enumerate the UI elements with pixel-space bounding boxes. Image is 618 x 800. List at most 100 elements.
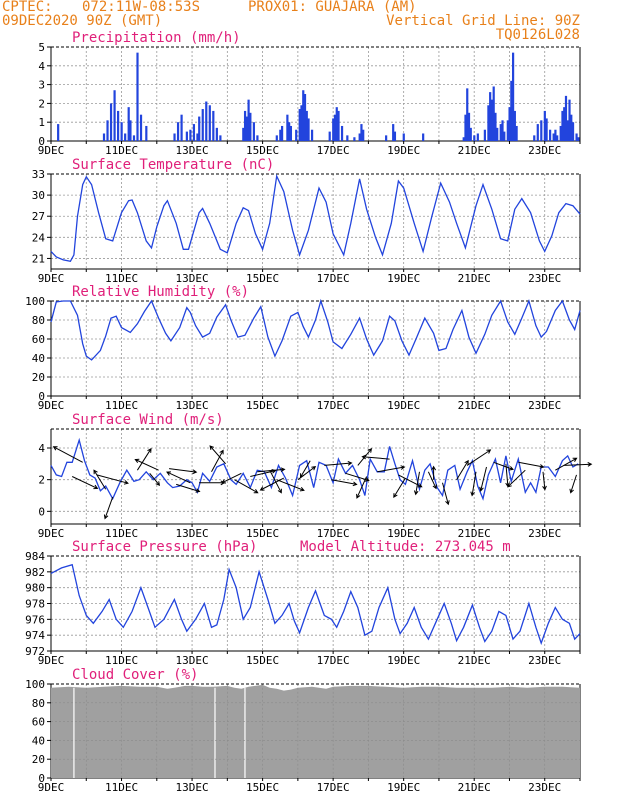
precip-bar <box>353 137 356 141</box>
precip-bar <box>566 120 569 141</box>
precip-bar <box>513 110 516 141</box>
wind-ytick-label: 4 <box>38 442 45 455</box>
wind-arrow <box>569 474 577 494</box>
temp-xtick-label: 11DEC <box>105 272 138 285</box>
temp-xtick-label: 17DEC <box>317 272 350 285</box>
precip-bar <box>469 127 472 141</box>
cloud-xtick-label: 19DEC <box>387 781 420 794</box>
precip-bar <box>490 99 494 141</box>
temp-ytick-label: 21 <box>32 252 45 265</box>
wind-arrow <box>493 461 514 471</box>
cloud-xtick-label: 17DEC <box>317 781 350 794</box>
precip-bar <box>540 120 543 141</box>
rh-panel: 0 20 40 60 80 100 9DEC 11DEC 13DEC 15DEC 17DEC 19DE… <box>25 284 581 412</box>
pressure-panel: 972 974 976 978 980 982 984 9DEC 11DEC 13DEC 15DEC… <box>25 539 581 667</box>
precip-bar <box>173 133 176 141</box>
precip-bar <box>243 110 247 141</box>
wind-arrow <box>134 458 159 471</box>
precip-bar <box>515 125 518 141</box>
temp-ytick-label: 24 <box>32 231 46 244</box>
precip-bar <box>247 99 250 141</box>
precip-ytick-label: 0 <box>38 135 45 148</box>
precip-bar <box>340 125 344 141</box>
wind-ytick-label: 2 <box>38 474 45 487</box>
precip-bar <box>242 127 245 141</box>
precip-bar <box>337 110 340 141</box>
wind-arrow <box>166 471 191 484</box>
cloud-ytick-label: 80 <box>32 697 45 710</box>
wind-arrow <box>169 468 198 475</box>
precip-bar <box>392 124 395 141</box>
precip-bar <box>212 110 215 141</box>
wind-xtick-label: 21DEC <box>458 527 491 540</box>
precip-bar <box>136 52 139 141</box>
wind-arrow <box>542 471 547 491</box>
pressure-series-line <box>50 563 581 646</box>
precip-bar <box>117 110 120 141</box>
temp-xtick-label: 15DEC <box>246 272 279 285</box>
header-coordinates: 072:11W-08:53S <box>82 0 200 15</box>
precip-bar <box>310 129 314 141</box>
wind-arrow <box>93 469 107 490</box>
pressure-xtick-label: 9DEC <box>38 654 65 667</box>
precip-bar <box>132 135 136 141</box>
wind-arrow <box>324 460 353 466</box>
precip-bar <box>503 131 506 141</box>
precip-ytick-label: 4 <box>38 60 45 73</box>
pressure-ytick-label: 972 <box>25 645 45 658</box>
precip-bar <box>180 114 183 141</box>
precip-ytick-label: 2 <box>38 97 45 110</box>
header-location: PROX01: GUAJARA (AM) <box>248 0 417 15</box>
temp-title: Surface Temperature (nC) <box>72 157 274 173</box>
precip-bar <box>559 125 562 141</box>
precip-bar <box>298 109 301 141</box>
precip-xtick-label: 23DEC <box>528 144 561 157</box>
wind-arrow <box>377 465 406 473</box>
rh-xtick-label: 19DEC <box>387 399 420 412</box>
precip-xtick-label: 15DEC <box>246 144 279 157</box>
header-grid-line: Vertical Grid Line: 90Z <box>386 13 580 29</box>
rh-ytick-label: 100 <box>25 295 45 308</box>
pressure-xtick-label: 13DEC <box>176 654 209 667</box>
precip-bar <box>464 114 467 141</box>
wind-arrow <box>299 460 311 479</box>
precip-bar <box>196 133 199 141</box>
precip-bar <box>286 114 289 141</box>
precip-bar <box>494 112 497 141</box>
wind-arrow <box>96 474 129 485</box>
temp-series-line <box>50 173 581 263</box>
precip-bar <box>288 122 291 141</box>
cloud-xtick-label: 15DEC <box>246 781 279 794</box>
wind-arrow <box>103 496 114 520</box>
precip-bar <box>536 124 539 141</box>
precip-bar <box>360 124 363 141</box>
pressure-annotation: Model Altitude: 273.045 m <box>300 539 511 555</box>
cloud-title: Cloud Cover (%) <box>72 667 198 683</box>
precip-bar <box>506 120 509 141</box>
wind-xtick-label: 19DEC <box>387 527 420 540</box>
wind-xtick-label: 15DEC <box>246 527 279 540</box>
wind-arrow <box>507 469 526 488</box>
precip-bar <box>120 122 123 141</box>
precip-bar <box>252 122 255 141</box>
precip-bar <box>57 124 60 141</box>
wind-arrow <box>52 446 83 463</box>
wind-arrow <box>456 459 469 480</box>
precip-bar <box>124 133 127 141</box>
rh-xtick-label: 15DEC <box>246 399 279 412</box>
cloud-xtick-label: 23DEC <box>528 781 561 794</box>
wind-arrow <box>149 472 161 487</box>
precip-bar <box>201 109 204 141</box>
cloud-area <box>51 684 580 778</box>
wind-xtick-label: 17DEC <box>317 527 350 540</box>
precip-bar <box>219 135 222 141</box>
pressure-ytick-label: 976 <box>25 613 45 626</box>
wind-arrow <box>518 461 545 469</box>
precip-bar <box>402 133 405 141</box>
wind-xtick-label: 23DEC <box>528 527 561 540</box>
rh-title: Relative Humidity (%) <box>72 284 249 300</box>
precip-bar <box>462 137 465 141</box>
wind-xtick-label: 13DEC <box>176 527 209 540</box>
cloud-ytick-label: 0 <box>38 772 45 785</box>
precip-bar <box>467 112 471 141</box>
